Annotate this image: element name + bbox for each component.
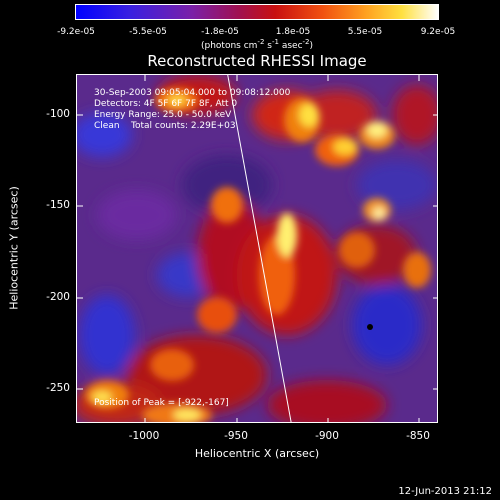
colorbar-tick-label: -1.8e-05 bbox=[201, 27, 239, 37]
y-axis-label: Heliocentric Y (arcsec) bbox=[7, 186, 21, 310]
colorbar-tick-label: 9.2e-05 bbox=[420, 27, 456, 37]
timestamp: 12-Jun-2013 21:12 bbox=[398, 486, 492, 497]
time-range-label: 30-Sep-2003 09:05:04.000 to 09:08:12.000 bbox=[94, 88, 291, 98]
x-tick-label: -950 bbox=[224, 430, 248, 442]
colorbar bbox=[75, 4, 439, 20]
rhessi-image bbox=[77, 75, 437, 422]
peak-position-label: Position of Peak = [-922,-167] bbox=[94, 398, 229, 408]
colorbar-tick-label: -5.5e-05 bbox=[129, 27, 167, 37]
x-tick-label: -1000 bbox=[128, 430, 160, 442]
clean-counts-label: Clean Total counts: 2.29E+03 bbox=[94, 121, 236, 131]
energy-range-label: Energy Range: 25.0 - 50.0 keV bbox=[94, 110, 232, 120]
y-tick-label: -150 bbox=[46, 199, 70, 211]
image-title: Reconstructed RHESSI Image bbox=[147, 52, 367, 70]
y-tick-label: -100 bbox=[46, 108, 70, 120]
colorbar-tick-label: 5.5e-05 bbox=[347, 27, 383, 37]
colorbar-unit-label: (photons cm-2 s-1 asec-2) bbox=[200, 38, 314, 51]
x-tick-label: -850 bbox=[406, 430, 430, 442]
y-tick-label: -200 bbox=[46, 291, 70, 303]
x-axis-label: Heliocentric X (arcsec) bbox=[194, 447, 320, 460]
solar-limb-line bbox=[227, 75, 292, 422]
colorbar-tick-label: -9.2e-05 bbox=[57, 27, 95, 37]
detectors-label: Detectors: 4F 5F 6F 7F 8F, Att 0 bbox=[94, 99, 238, 109]
colorbar-tick-label: 1.8e-05 bbox=[275, 27, 311, 37]
rhessi-image-plot bbox=[76, 74, 438, 423]
x-tick-label: -900 bbox=[315, 430, 339, 442]
y-tick-label: -250 bbox=[46, 382, 70, 394]
